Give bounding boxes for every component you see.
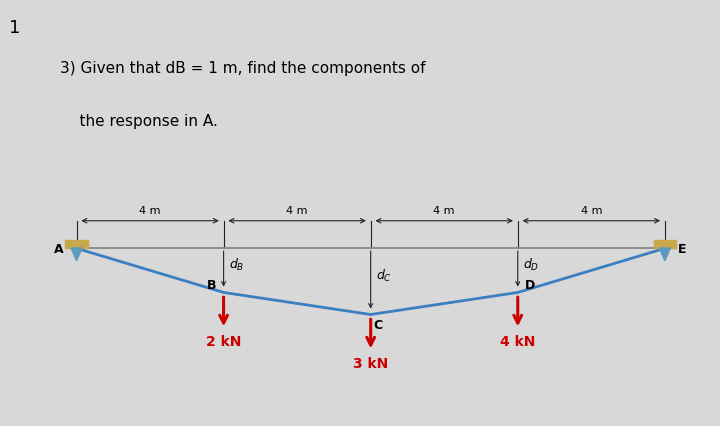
Text: 4 kN: 4 kN xyxy=(500,334,536,348)
Text: 3 kN: 3 kN xyxy=(353,356,388,370)
Text: the response in A.: the response in A. xyxy=(60,113,217,128)
Text: $d_D$: $d_D$ xyxy=(523,256,539,272)
Text: $d_C$: $d_C$ xyxy=(376,267,392,283)
Text: 3) Given that dB = 1 m, find the components of: 3) Given that dB = 1 m, find the compone… xyxy=(60,60,426,76)
Text: 4 m: 4 m xyxy=(287,206,308,216)
Text: 4 m: 4 m xyxy=(139,206,161,216)
Text: B: B xyxy=(207,278,216,291)
Text: A: A xyxy=(54,242,63,255)
Text: $d_B$: $d_B$ xyxy=(229,256,245,272)
Bar xyxy=(66,240,88,248)
Text: E: E xyxy=(678,242,686,255)
Text: 1: 1 xyxy=(9,19,20,37)
Text: 4 m: 4 m xyxy=(580,206,602,216)
Text: 2 kN: 2 kN xyxy=(206,334,241,348)
Polygon shape xyxy=(660,248,670,261)
Text: C: C xyxy=(374,319,383,331)
Bar xyxy=(654,240,676,248)
Polygon shape xyxy=(71,248,82,261)
Text: D: D xyxy=(525,278,536,291)
Text: 4 m: 4 m xyxy=(433,206,455,216)
